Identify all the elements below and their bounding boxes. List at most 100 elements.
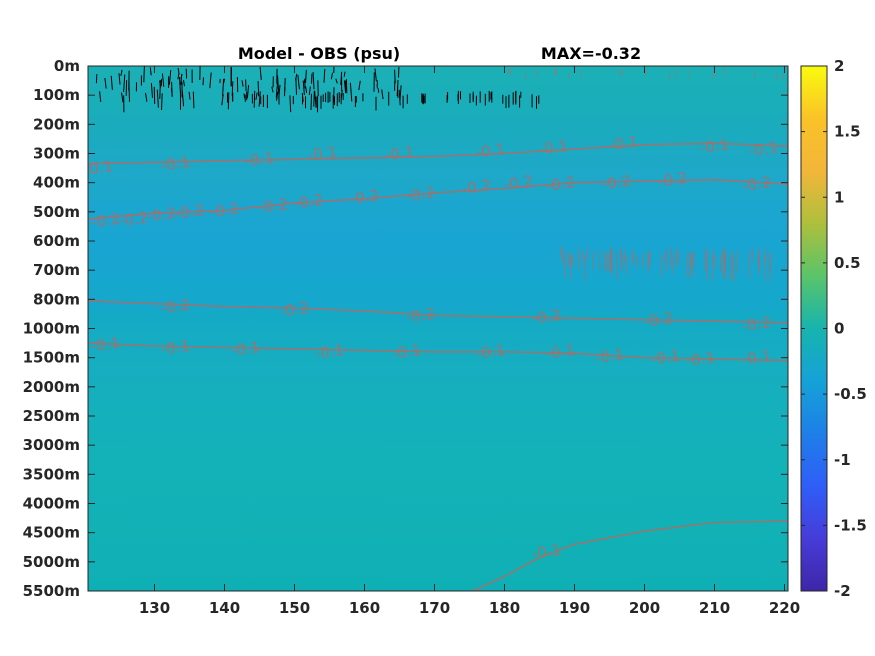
surface-noise-stroke — [349, 82, 353, 102]
y-axis: 0m 100m 200m 300m 400m 500m 600m 700m 800m 1000m 1… — [23, 57, 788, 600]
surface-noise-stroke — [121, 92, 124, 103]
x-tick-label: 150 — [279, 599, 310, 617]
contour-label: -0.1 — [244, 148, 276, 170]
contour-label: -0.1 — [307, 143, 339, 165]
surface-noise-stroke — [330, 72, 333, 80]
y-tick-label: 2500m — [23, 407, 80, 425]
surface-noise-stroke — [161, 73, 165, 87]
contour-label: -0.1 — [685, 348, 717, 370]
surface-noise-stroke — [289, 95, 292, 113]
y-tick-label: 3000m — [23, 436, 80, 454]
contour-label: -0.1 — [160, 153, 192, 175]
colorbar-tick-label: -0.5 — [834, 385, 867, 403]
contour-label: -0.2 — [545, 173, 577, 195]
contour-label: -0.2 — [293, 191, 325, 213]
x-tick-label: 210 — [699, 599, 730, 617]
y-tick-label: 400m — [33, 174, 80, 192]
contour-label: -0.1 — [230, 338, 262, 360]
contour-label: -0.2 — [657, 169, 689, 191]
surface-noise-stroke — [188, 91, 191, 100]
contour-label: -0.1 — [608, 132, 640, 154]
y-tick-label: 1000m — [23, 320, 80, 338]
surface-noise-stroke — [177, 67, 180, 75]
surface-noise-stroke — [305, 69, 307, 84]
surface-noise-stroke — [305, 86, 308, 94]
surface-noise-stroke — [271, 86, 274, 93]
surface-noise-stroke — [156, 89, 159, 108]
contour-line — [88, 300, 788, 324]
surface-noise-stroke — [245, 79, 247, 92]
colorbar-ticks: 2 1.5 1 0.5 0 -0.5 -1 -1.5 -2 — [801, 57, 867, 600]
x-axis: 130 140 150 160 170 180 190 200 210 220 — [139, 66, 800, 617]
surface-noise-stroke — [257, 81, 260, 97]
contour-label: -0.2 — [741, 173, 773, 195]
contour-label: -0.1 — [391, 341, 423, 363]
contour-label: -0.2 — [601, 172, 633, 194]
surface-noise-stroke — [277, 75, 280, 95]
contour-label: -0.1 — [475, 140, 507, 162]
surface-noise-stroke — [118, 73, 121, 85]
colorbar-tick-label: -2 — [834, 582, 851, 600]
x-tick-label: 130 — [139, 599, 170, 617]
contour-label: -0.1 — [741, 347, 773, 369]
surface-noise-stroke — [297, 75, 300, 90]
surface-noise-stroke — [143, 66, 145, 83]
contour-label: -0.1 — [314, 341, 346, 363]
y-tick-label: 0m — [54, 57, 80, 75]
contour-label: -0.2 — [405, 183, 437, 205]
surface-noise-stroke — [120, 69, 123, 76]
surface-noise-stroke — [145, 92, 148, 102]
surface-noise-stroke — [313, 90, 315, 107]
y-tick-label: 600m — [33, 232, 80, 250]
contour-label: -0.2 — [209, 199, 241, 221]
contour-line — [88, 342, 788, 362]
contour-label: -0.1 — [594, 345, 626, 367]
surface-noise-stroke — [394, 69, 396, 84]
colorbar-tick-label: 2 — [834, 57, 844, 75]
contour-label: -0.2 — [349, 186, 381, 208]
contour-label: -0.1 — [538, 137, 570, 159]
surface-noise-stroke — [168, 69, 172, 85]
surface-noise-stroke — [222, 78, 225, 97]
surface-noise-stroke — [344, 80, 347, 94]
contour-label: -0.2 — [405, 304, 437, 326]
surface-noise-stroke — [303, 78, 306, 83]
surface-noise-stroke — [253, 90, 256, 108]
surface-noise-stroke — [358, 80, 361, 91]
surface-noise-stroke — [335, 78, 338, 84]
surface-noise-stroke — [99, 91, 102, 102]
surface-noise — [95, 66, 784, 282]
contour-label: -0.2 — [279, 299, 311, 321]
surface-noise-stroke — [161, 93, 163, 111]
surface-noise-stroke — [246, 85, 250, 99]
surface-noise-stroke — [209, 72, 212, 89]
contour-label: -0.2 — [146, 204, 178, 226]
field-core-shading — [88, 200, 788, 310]
x-tick-label: 190 — [559, 599, 590, 617]
contour-label: -0.2 — [531, 306, 563, 328]
surface-noise-stroke — [317, 80, 319, 97]
surface-noise-stroke — [295, 73, 298, 81]
colorbar: 2 1.5 1 0.5 0 -0.5 -1 -1.5 -2 — [800, 57, 867, 600]
contour-label: -0.1 — [384, 143, 416, 165]
surface-noise-stroke — [259, 66, 262, 81]
y-tick-label: 700m — [33, 261, 80, 279]
surface-noise-stroke — [153, 86, 156, 105]
surface-noise-stroke — [258, 91, 261, 107]
surface-noise-stroke — [227, 92, 230, 110]
surface-noise-stroke — [180, 73, 183, 79]
y-tick-label: 2000m — [23, 378, 80, 396]
x-tick-label: 180 — [489, 599, 520, 617]
y-tick-label: 500m — [33, 203, 80, 221]
x-tick-label: 220 — [769, 599, 800, 617]
surface-noise-stroke — [397, 86, 399, 98]
surface-noise-stroke — [150, 83, 153, 98]
surface-noise-stroke — [308, 86, 311, 95]
surface-noise-stroke — [374, 68, 377, 81]
contour-label: -0.1 — [650, 347, 682, 369]
y-tick-label: 5500m — [23, 582, 80, 600]
surface-noise-stroke — [343, 71, 346, 77]
contour-label: -0.2 — [174, 201, 206, 223]
y-tick-label: 200m — [33, 115, 80, 133]
